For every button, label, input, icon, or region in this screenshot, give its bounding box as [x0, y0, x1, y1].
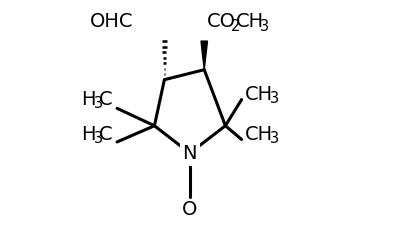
Text: 3: 3 — [94, 131, 103, 146]
Text: H: H — [81, 90, 95, 109]
Text: CO: CO — [207, 12, 236, 31]
Text: CH: CH — [245, 125, 273, 144]
Text: CH: CH — [236, 12, 264, 31]
Text: C: C — [99, 125, 113, 144]
Polygon shape — [201, 41, 207, 70]
Text: H: H — [81, 125, 95, 144]
Text: 3: 3 — [270, 91, 279, 106]
Text: OHC: OHC — [90, 12, 133, 31]
Text: CH: CH — [245, 85, 273, 104]
Text: 3: 3 — [94, 96, 103, 111]
Text: 2: 2 — [231, 19, 241, 34]
Text: N: N — [182, 144, 197, 163]
Text: 3: 3 — [270, 131, 279, 146]
Text: O: O — [182, 200, 197, 219]
Text: 3: 3 — [260, 19, 269, 34]
Text: C: C — [99, 90, 113, 109]
